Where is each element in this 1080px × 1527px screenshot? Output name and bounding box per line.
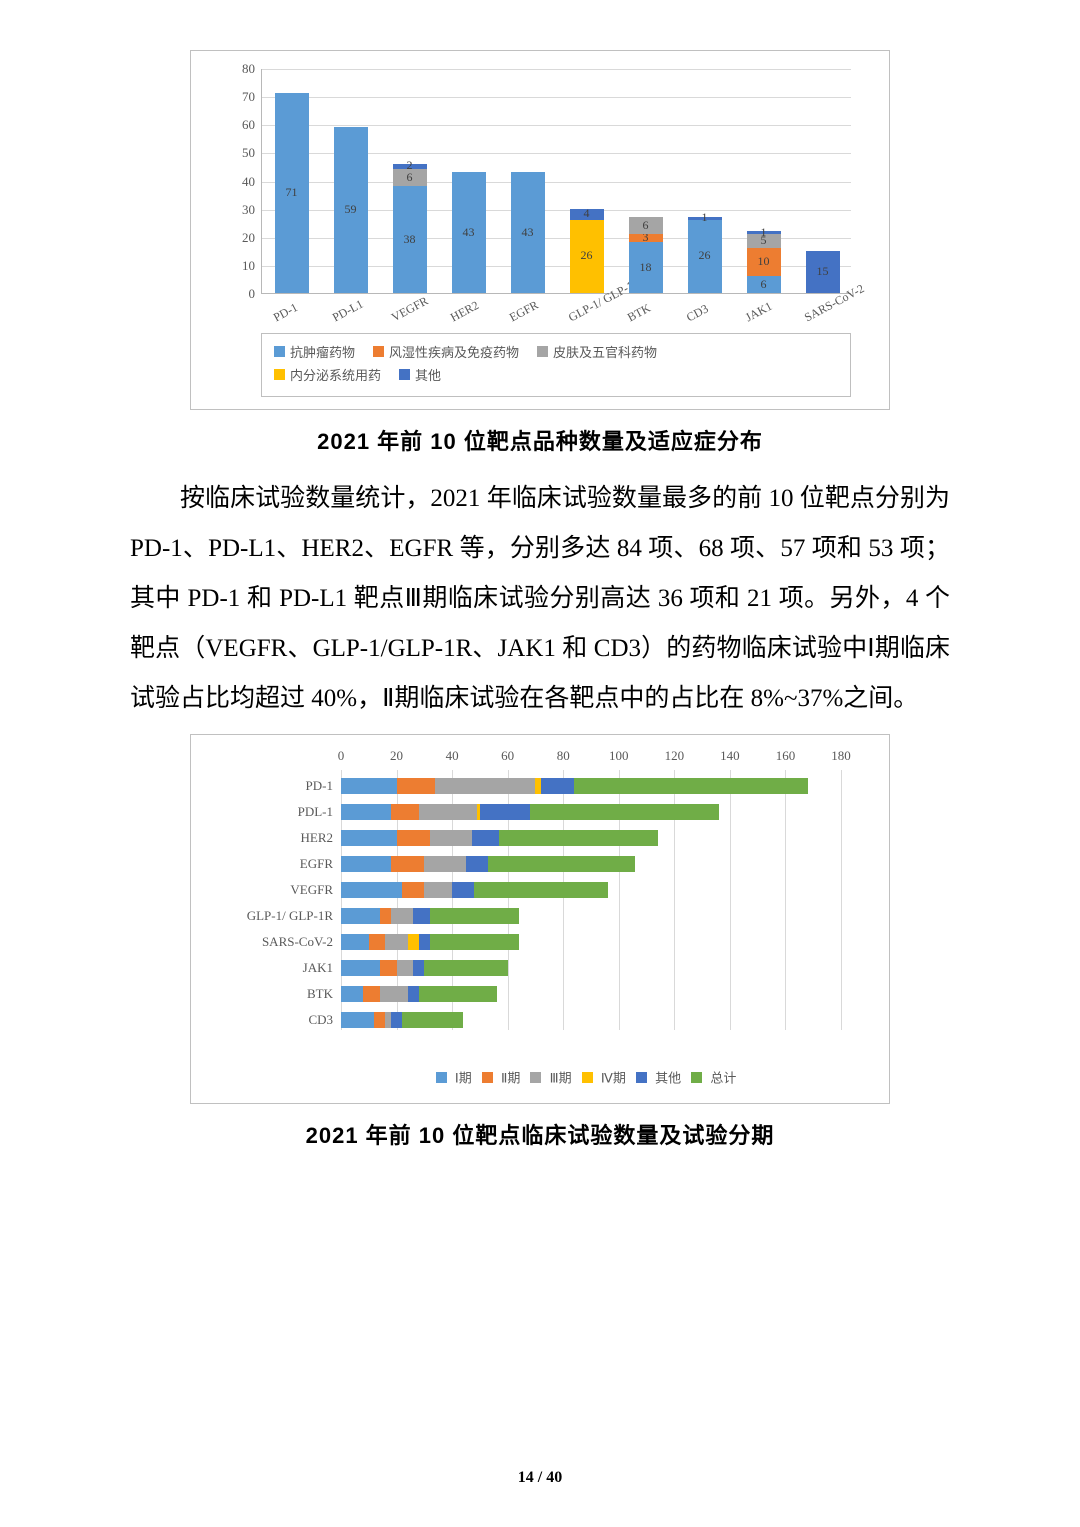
chart-targets-by-phase: 0 20 40 60 80 100 120 140 160 180 PD-1 PDL-1 HER2 EGF… <box>190 734 890 1104</box>
chart1-xtick-label: VEGFR <box>389 294 431 326</box>
chart2-ytick-label: JAK1 <box>303 960 333 976</box>
chart1-xtick-label: CD3 <box>684 301 711 325</box>
chart1-value-label: 1 <box>688 210 722 225</box>
chart2-ytick-label: PD-1 <box>306 778 333 794</box>
chart1-value-label: 71 <box>275 185 309 200</box>
chart1-ytick-label: 10 <box>242 258 255 274</box>
chart1-value-label: 43 <box>511 225 545 240</box>
chart1-legend-item: 风湿性疾病及免疫药物 <box>373 342 519 361</box>
chart1-xtick-label: EGFR <box>507 298 541 326</box>
chart2-xtick-label: 100 <box>609 748 629 764</box>
chart2-legend-item: Ⅰ期 <box>436 1068 472 1083</box>
chart1-legend-item: 内分泌系统用药 <box>274 365 381 384</box>
chart1-value-label: 6 <box>747 277 781 292</box>
chart1-legend-item: 皮肤及五官科药物 <box>537 342 657 361</box>
chart2-xtick-label: 140 <box>720 748 740 764</box>
chart2-ytick-label: BTK <box>307 986 333 1002</box>
body-paragraph: 按临床试验数量统计，2021 年临床试验数量最多的前 10 位靶点分别为 PD-… <box>130 474 950 724</box>
chart1-ytick-label: 70 <box>242 89 255 105</box>
chart2-legend: Ⅰ期 Ⅱ期 Ⅲ期 Ⅳ期 其他 总计 <box>341 1068 841 1087</box>
chart1-legend-item: 其他 <box>399 365 441 384</box>
chart1-ytick-label: 50 <box>242 145 255 161</box>
chart1-value-label: 43 <box>452 225 486 240</box>
chart2-ytick-label: VEGFR <box>290 882 333 898</box>
chart1-xtick-label: PD-L1 <box>330 297 366 326</box>
chart1-ytick-label: 30 <box>242 202 255 218</box>
chart1-value-label: 26 <box>688 248 722 263</box>
chart2-legend-item: Ⅳ期 <box>582 1068 626 1083</box>
chart1-ytick-label: 40 <box>242 174 255 190</box>
chart1-value-label: 15 <box>806 264 840 279</box>
chart1-xtick-label: BTK <box>625 301 653 326</box>
chart2-plot-area: 020406080100120140160180PD-1PDL-1HER2EGF… <box>341 770 841 1030</box>
chart2-xtick-label: 20 <box>390 748 403 764</box>
chart2-legend-item: Ⅲ期 <box>530 1068 571 1083</box>
chart1-xtick-label: JAK1 <box>743 299 775 325</box>
chart1-value-label: 10 <box>747 254 781 269</box>
chart2-xtick-label: 0 <box>338 748 345 764</box>
chart1-value-label: 4 <box>570 206 604 221</box>
chart2-caption: 2021 年前 10 位靶点临床试验数量及试验分期 <box>130 1118 950 1150</box>
chart2-xtick-label: 160 <box>776 748 796 764</box>
page-number: 14 / 40 <box>0 1469 1080 1487</box>
chart2-legend-item: 其他 <box>636 1068 681 1083</box>
chart1-value-label: 18 <box>629 260 663 275</box>
chart1-value-label: 1 <box>747 225 781 240</box>
chart2-xtick-label: 180 <box>831 748 851 764</box>
chart2-ytick-label: CD3 <box>308 1012 333 1028</box>
chart2-legend-item: 总计 <box>691 1068 736 1083</box>
chart2-xtick-label: 60 <box>501 748 514 764</box>
chart1-ytick-label: 60 <box>242 117 255 133</box>
chart2-xtick-label: 80 <box>557 748 570 764</box>
chart2-xtick-label: 120 <box>665 748 685 764</box>
chart1-value-label: 38 <box>393 232 427 247</box>
chart1-value-label: 26 <box>570 248 604 263</box>
chart1-ytick-label: 20 <box>242 230 255 246</box>
chart2-xtick-label: 40 <box>446 748 459 764</box>
chart1-legend: 抗肿瘤药物风湿性疾病及免疫药物皮肤及五官科药物内分泌系统用药其他 <box>261 333 851 397</box>
chart1-ytick-label: 80 <box>242 61 255 77</box>
chart2-ytick-label: SARS-CoV-2 <box>262 934 333 950</box>
chart-targets-by-indication: 0 10 20 30 40 50 60 70 80 71 PD-1 59 PD-L1 38 6 2 VEGFR 4… <box>190 50 890 410</box>
chart1-xtick-label: PD-1 <box>271 300 300 325</box>
chart2-ytick-label: EGFR <box>300 856 333 872</box>
chart1-plot-area: 0102030405060708071PD-159PD-L13862VEGFR4… <box>261 69 851 294</box>
chart1-xtick-label: HER2 <box>448 298 482 325</box>
chart1-caption: 2021 年前 10 位靶点品种数量及适应症分布 <box>130 424 950 456</box>
chart2-legend-item: Ⅱ期 <box>482 1068 521 1083</box>
chart2-ytick-label: PDL-1 <box>298 804 333 820</box>
chart1-ytick-label: 0 <box>249 286 256 302</box>
chart1-value-label: 59 <box>334 202 368 217</box>
chart1-value-label: 2 <box>393 158 427 173</box>
chart1-legend-item: 抗肿瘤药物 <box>274 342 355 361</box>
chart2-ytick-label: GLP-1/ GLP-1R <box>247 908 333 924</box>
chart1-value-label: 6 <box>629 218 663 233</box>
chart2-ytick-label: HER2 <box>301 830 334 846</box>
